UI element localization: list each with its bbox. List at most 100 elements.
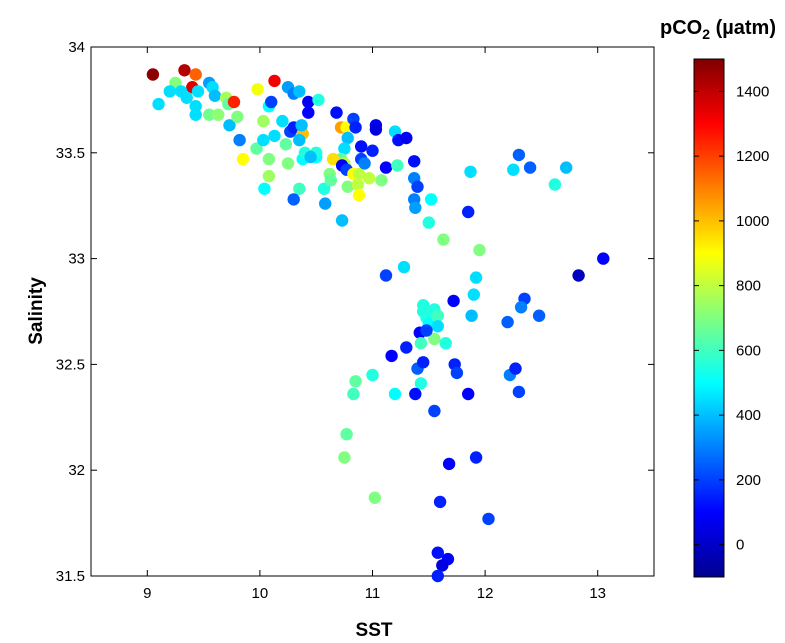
data-point [417, 356, 430, 369]
data-point [469, 451, 483, 464]
data-point [268, 74, 281, 88]
data-point [340, 428, 353, 441]
data-point [400, 131, 413, 145]
data-point [523, 161, 537, 174]
data-point [257, 133, 270, 147]
data-point [324, 174, 337, 187]
data-point [304, 150, 317, 164]
data-point [462, 387, 475, 401]
data-point [385, 349, 398, 363]
data-point [338, 142, 351, 155]
data-point [548, 178, 562, 191]
data-point [465, 309, 478, 322]
data-point [469, 271, 483, 284]
data-point [422, 216, 435, 229]
data-point [279, 138, 292, 151]
plot-area [90, 46, 655, 577]
data-point [388, 387, 402, 401]
data-point [317, 182, 331, 195]
data-point [203, 108, 216, 121]
x-tick-label: 13 [589, 585, 606, 602]
data-point [424, 193, 438, 206]
data-point [400, 341, 413, 354]
data-point [341, 180, 354, 193]
data-point [366, 368, 379, 382]
colorbar-tick-label: 200 [736, 472, 761, 489]
data-point [189, 100, 202, 113]
data-point [257, 114, 270, 128]
data-point [512, 385, 526, 399]
data-point [276, 114, 289, 128]
colorbar-tick-label: 1400 [736, 83, 769, 100]
data-point [431, 320, 444, 333]
data-point [152, 97, 165, 111]
data-point [352, 167, 366, 181]
data-point [450, 366, 464, 380]
data-point [532, 309, 546, 322]
data-point [464, 165, 477, 178]
data-point [189, 68, 202, 81]
data-point [293, 85, 306, 98]
data-point [349, 121, 362, 134]
data-points [146, 64, 610, 583]
y-tick-label: 33 [68, 251, 85, 268]
data-point [391, 159, 404, 172]
data-point [355, 140, 368, 153]
data-point [191, 85, 205, 98]
data-point [442, 457, 456, 471]
data-point [251, 83, 264, 96]
data-point [208, 89, 222, 102]
colorbar [693, 58, 725, 578]
data-point [351, 178, 365, 191]
data-point [262, 169, 276, 183]
data-point [428, 332, 441, 346]
data-point [379, 269, 393, 282]
colorbar-axis: 0 200 400 600 800 1000 1200 1400 [694, 83, 769, 554]
data-point [514, 301, 528, 314]
x-tick-label: 11 [365, 585, 381, 602]
data-point [414, 337, 428, 350]
data-point [462, 205, 475, 219]
data-point [295, 119, 308, 132]
data-point [341, 131, 354, 145]
colorbar-title-subscript: 2 [702, 26, 710, 42]
data-point [411, 180, 424, 193]
data-point [340, 121, 353, 134]
data-point [281, 157, 295, 170]
data-point [379, 161, 393, 174]
data-point [467, 288, 480, 301]
data-point [439, 337, 452, 350]
data-point [236, 152, 250, 166]
colorbar-title-unit: (µatm) [710, 17, 776, 39]
data-point [312, 93, 325, 107]
colorbar-tick-label: 600 [736, 342, 761, 359]
y-tick-label: 32 [68, 462, 85, 479]
data-point [262, 152, 276, 166]
x-axis: 9 10 11 12 13 [143, 47, 606, 602]
data-point [227, 95, 241, 109]
x-tick-label: 10 [252, 585, 269, 602]
data-point [163, 85, 176, 98]
colorbar-title: pCO2 (µatm) [660, 17, 776, 42]
data-point [349, 375, 362, 388]
data-point [436, 559, 449, 572]
y-tick-label: 33.5 [56, 145, 85, 162]
data-point [409, 201, 422, 214]
data-point [366, 144, 379, 157]
colorbar-tick-label: 1000 [736, 213, 769, 230]
data-point [420, 324, 433, 337]
data-point [189, 108, 202, 121]
data-point [431, 569, 444, 583]
data-point [437, 233, 450, 246]
colorbar-tick-label: 0 [736, 537, 744, 554]
colorbar-tick-label: 400 [736, 407, 761, 424]
data-point [358, 157, 371, 170]
data-point [335, 214, 349, 227]
data-point [369, 123, 383, 136]
y-tick-label: 34 [68, 39, 85, 56]
data-point [293, 182, 306, 195]
data-point [428, 404, 441, 418]
data-point [180, 91, 193, 105]
colorbar-title-main: pCO [660, 17, 702, 39]
